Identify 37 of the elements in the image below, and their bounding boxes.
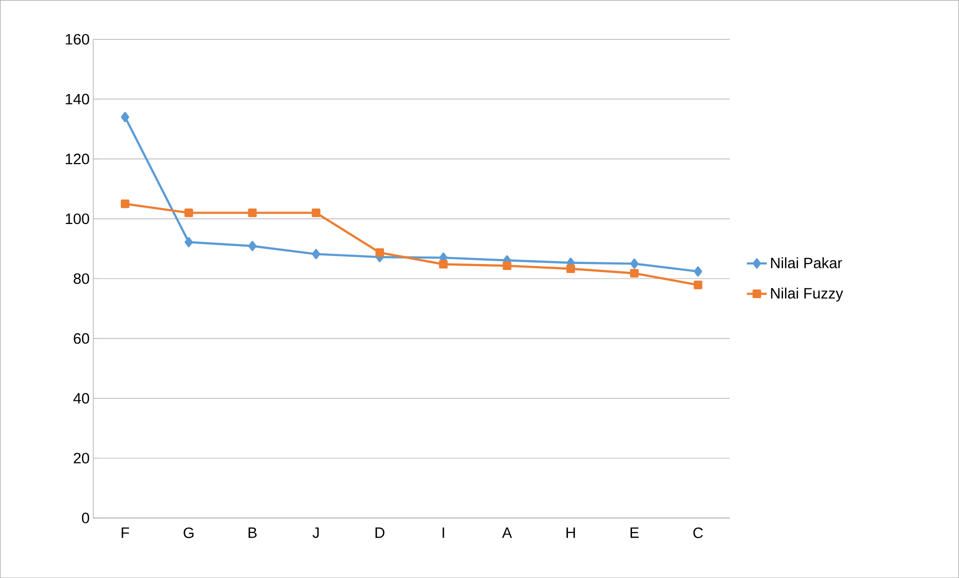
legend-label: Nilai Pakar [771,257,842,268]
point [120,199,130,208]
x-tick-label: B [248,527,257,538]
point [375,248,384,257]
point [502,261,512,270]
y-tick-label: 140 [66,94,90,104]
y-tick-label: 20 [74,452,90,464]
y-tick-label: 40 [73,392,90,404]
point [184,236,193,248]
point [120,112,130,122]
point [694,266,702,276]
y-tick-label: 80 [74,273,90,284]
y-tick-label: 100 [66,213,90,224]
x-tick-label: E [630,527,639,538]
point [630,258,638,269]
point [694,280,702,290]
x-tick-label: A [502,527,512,538]
point [248,240,256,251]
y-tick-label: 120 [66,154,90,164]
x-tick-label: F [122,527,130,538]
point [630,268,639,278]
x-tick-label: G [184,527,194,538]
x-tick-label: H [566,527,575,538]
point [248,208,257,217]
point [439,260,448,268]
x-tick-label: D [376,527,384,538]
point [566,264,575,273]
y-tick-label: 0 [82,512,90,524]
point [312,208,320,217]
legend-label: Nilai Fuzzy [771,288,844,302]
y-tick-label: 160 [66,34,90,44]
point [312,248,320,260]
x-tick-label: J [312,527,319,538]
point [184,208,194,217]
x-tick-label: C [693,527,703,538]
x-tick-label: I [442,527,444,538]
y-tick-label: 60 [74,333,90,344]
